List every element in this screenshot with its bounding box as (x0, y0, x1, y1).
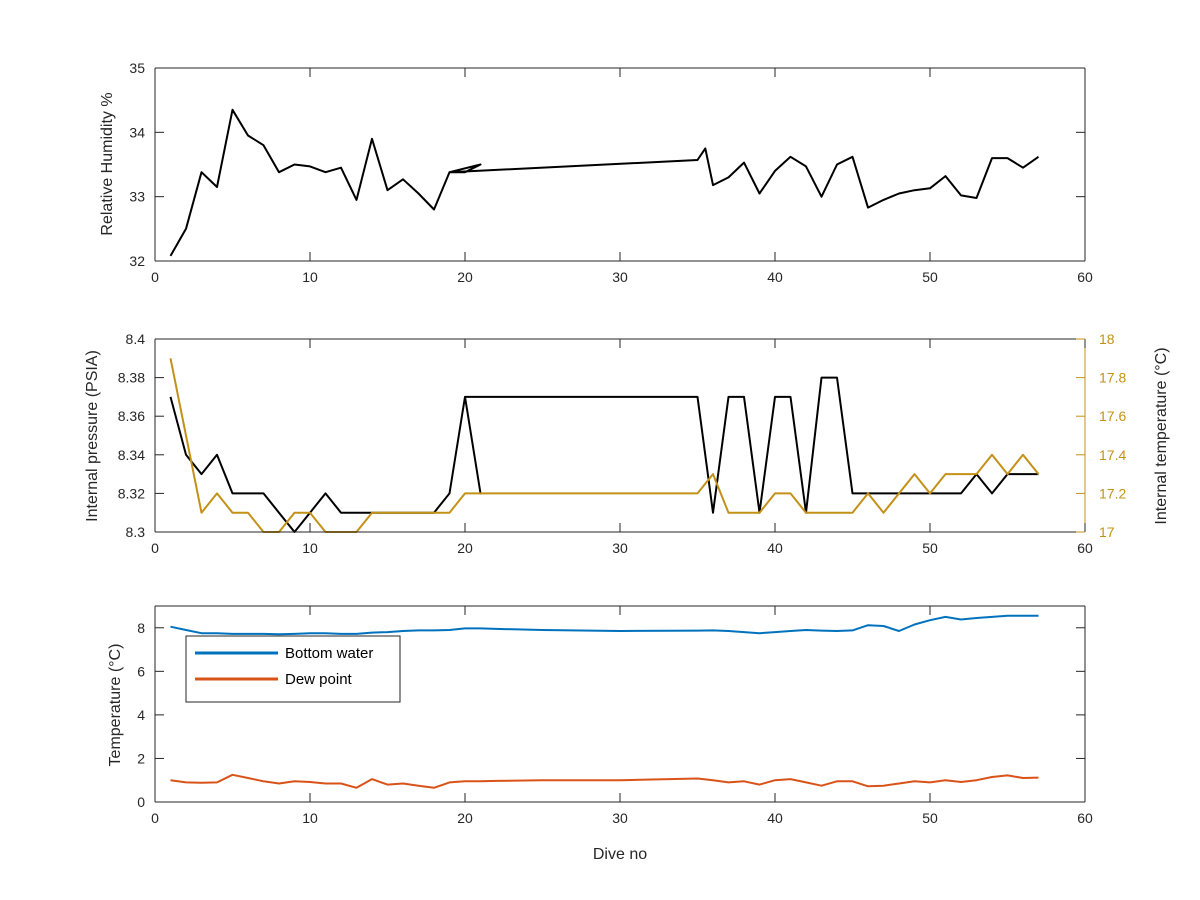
y-tick-label: 8.4 (126, 331, 146, 347)
y2-tick-label: 17.8 (1099, 370, 1126, 386)
pressure-temperature-panel: Internal pressure (PSIA) Internal temper… (84, 331, 1170, 556)
legend-label: Bottom water (285, 645, 373, 662)
legend (185, 635, 401, 703)
x-tick-label: 0 (151, 540, 159, 556)
x-tick-label: 60 (1077, 269, 1093, 285)
temperature-ylabel: Temperature (°C) (107, 644, 124, 767)
y-tick-label: 8.32 (118, 485, 145, 501)
x-tick-label: 20 (457, 810, 473, 826)
x-tick-label: 0 (151, 269, 159, 285)
humidity-ylabel: Relative Humidity % (99, 92, 116, 235)
x-tick-label: 10 (302, 540, 318, 556)
series-line-bottom-water (170, 614, 1039, 636)
x-tick-label: 30 (612, 540, 628, 556)
y-tick-label: 8.38 (118, 370, 145, 386)
x-tick-label: 0 (151, 810, 159, 826)
y2-tick-label: 18 (1099, 331, 1115, 347)
x-tick-label: 40 (767, 269, 783, 285)
y2-tick-label: 17.4 (1099, 447, 1126, 463)
y-tick-label: 33 (129, 189, 145, 205)
x-tick-label: 50 (922, 540, 938, 556)
y-tick-label: 8.36 (118, 408, 145, 424)
x-tick-label: 20 (457, 269, 473, 285)
x-tick-label: 30 (612, 810, 628, 826)
x-tick-label: 10 (302, 810, 318, 826)
y-tick-label: 4 (137, 707, 145, 723)
x-tick-label: 40 (767, 540, 783, 556)
series-line-p0-s0 (169, 108, 1040, 257)
dive-no-xlabel: Dive no (593, 846, 647, 863)
x-tick-label: 40 (767, 810, 783, 826)
y-tick-label: 8.3 (126, 524, 146, 540)
pressure-ylabel: Internal pressure (PSIA) (84, 350, 101, 522)
temperature-panel: Temperature (°C) Dive no 0 10 20 30 40 50 60 0 2… (107, 605, 1093, 863)
y-tick-label: 6 (137, 663, 145, 679)
legend-label: Dew point (285, 671, 353, 688)
y-tick-label: 32 (129, 253, 145, 269)
x-tick-label: 60 (1077, 810, 1093, 826)
x-tick-label: 50 (922, 269, 938, 285)
internal-temperature-ylabel: Internal temperature (°C) (1153, 347, 1170, 524)
y-tick-label: 8.34 (118, 447, 145, 463)
y-tick-label: 35 (129, 60, 145, 76)
x-tick-label: 10 (302, 269, 318, 285)
x-tick-label: 60 (1077, 540, 1093, 556)
series-line-dew-point (170, 773, 1039, 789)
x-tick-label: 50 (922, 810, 938, 826)
series-line-p1-s0 (169, 376, 1039, 533)
y2-tick-label: 17.6 (1099, 408, 1126, 424)
y-tick-label: 8 (137, 620, 145, 636)
x-tick-label: 20 (457, 540, 473, 556)
y2-tick-label: 17 (1099, 524, 1115, 540)
y-tick-label: 2 (137, 750, 145, 766)
y-tick-label: 0 (137, 794, 145, 810)
x-tick-label: 30 (612, 269, 628, 285)
humidity-panel: Relative Humidity % 0 10 20 30 40 50 60 32 33 34 3… (99, 60, 1093, 285)
y-tick-label: 34 (129, 124, 145, 140)
y2-tick-label: 17.2 (1099, 485, 1126, 501)
